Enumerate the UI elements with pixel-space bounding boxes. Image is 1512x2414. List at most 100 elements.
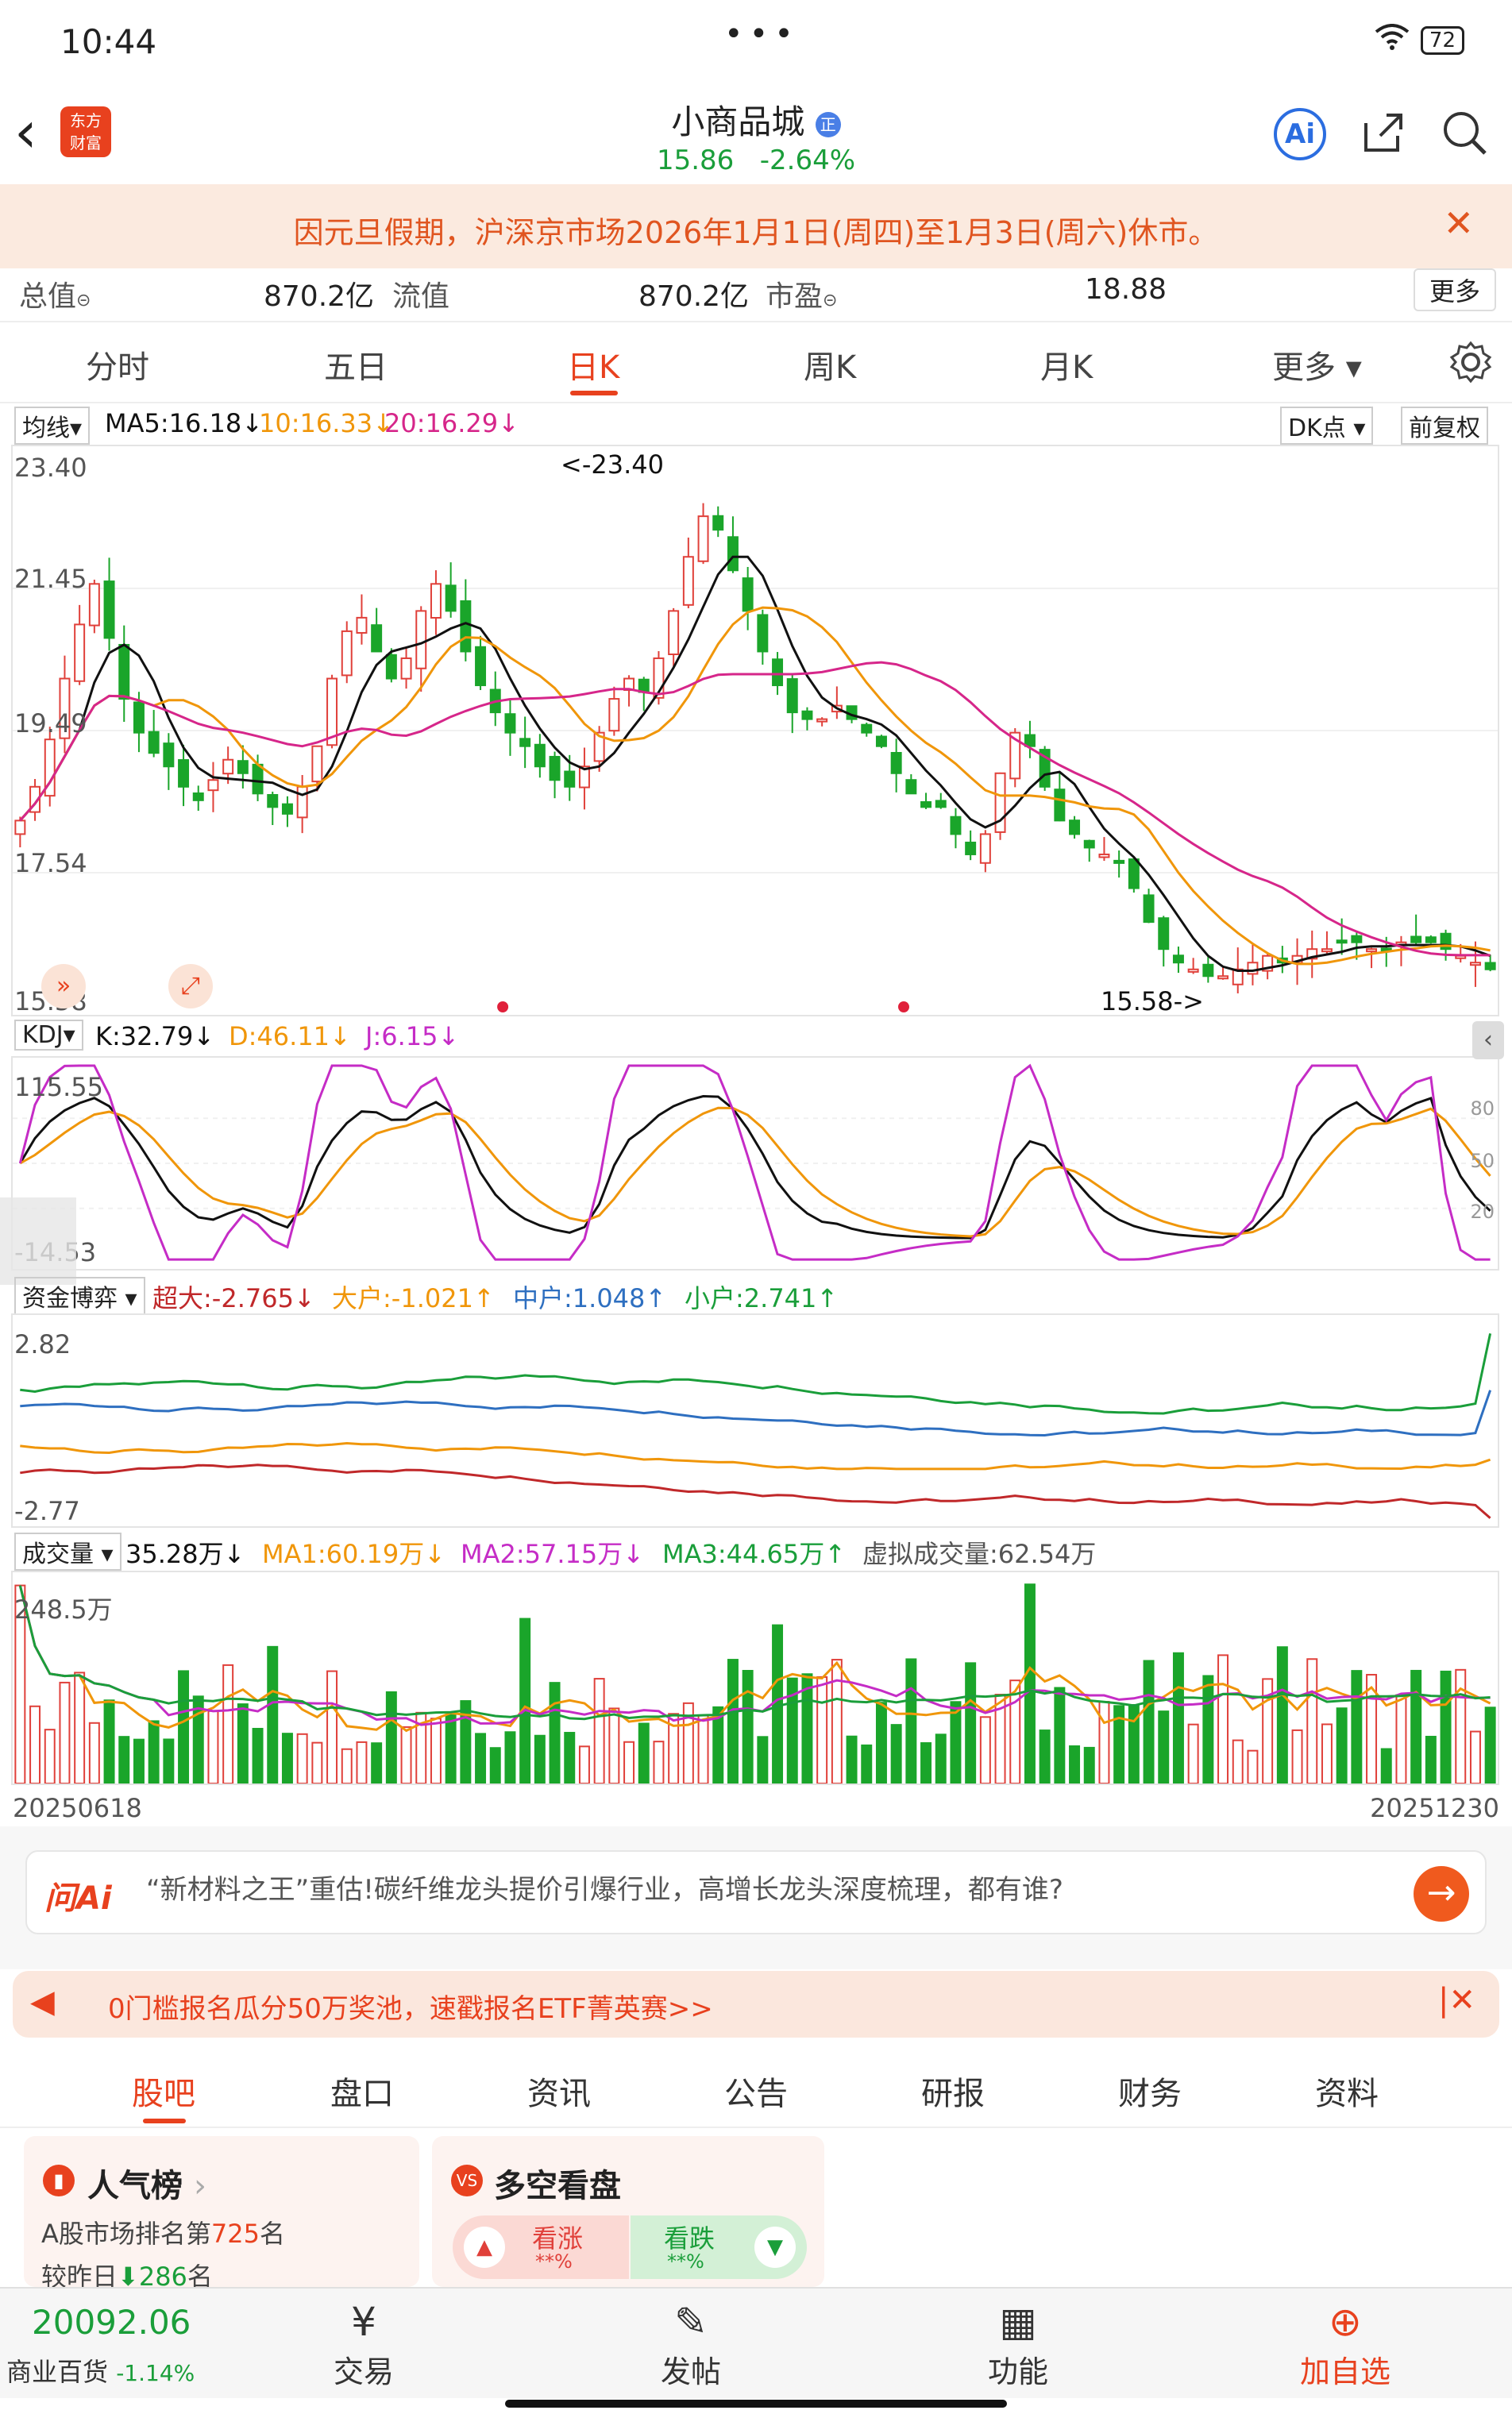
volume-bar [846,1735,858,1784]
trade-button[interactable]: ¥ 交易 [284,2296,443,2391]
holiday-notice: 因元旦假期，沪深京市场2026年1月1日(周四)至1月3日(周六)休市。 ✕ [0,184,1512,268]
long-short-card[interactable]: VS 多空看盘 ▲ 看涨 **% 看跌 **% ▼ [432,2136,824,2287]
content-tabs: 股吧 盘口 资讯 公告 研报 财务 资料 [0,2049,1512,2128]
battery-icon: 72 [1420,26,1464,55]
functions-button[interactable]: ▦ 功能 [939,2296,1097,2391]
metrics-row: 总值⊝ 870.2亿 流值 870.2亿 市盈⊝ 18.88 更多 [0,268,1512,322]
arrow-right-icon[interactable]: → [1414,1866,1469,1922]
dk-point-button[interactable]: DK点 ▾ [1280,407,1374,445]
event-marker [898,1001,909,1012]
expand-arrows-icon[interactable]: » [41,964,86,1008]
stock-change: -2.64% [759,145,856,176]
close-icon[interactable]: ✕ [1443,202,1474,245]
volume-bar [148,1720,160,1784]
volume-bar [935,1733,947,1784]
tab-profile[interactable]: 资料 [1315,2076,1379,2112]
candle [1366,948,1378,953]
more-dots-icon[interactable]: ••• [724,16,800,52]
volume-bar [222,1664,234,1785]
volume-bar [371,1742,383,1784]
adjust-button[interactable]: 前复权 [1401,407,1488,445]
candle [1143,894,1155,924]
volume-bar [29,1705,41,1785]
volume-bar [1202,1675,1214,1784]
volume-bar [1380,1748,1392,1785]
index-value[interactable]: 20092.06 [32,2303,191,2342]
etf-promo-banner[interactable]: ◀ 0门槛报名瓜分50万奖池，速戳报名ETF菁英赛>> |✕ [13,1971,1499,2038]
volume-bar [727,1659,739,1784]
kdj-chart[interactable]: 115.55 -14.53 80 50 20 [11,1056,1499,1271]
volume-bar [905,1658,917,1785]
tab-pankou[interactable]: 盘口 [330,2076,394,2112]
volume-bar [178,1670,190,1784]
ai-promo-card[interactable]: 问Ai “新材料之王”重估!碳纤维龙头提价引爆行业，高增长龙头深度梳理，都有谁?… [25,1850,1487,1934]
close-icon[interactable]: |✕ [1438,1982,1475,2019]
volume-bar [326,1670,338,1784]
candle [74,623,86,682]
volume-bar [697,1714,709,1784]
bearish-pct: **% [667,2250,704,2273]
bearish-label: 看跌 [664,2223,716,2254]
back-chevron-icon[interactable]: ‹ [14,98,37,165]
tab-guba[interactable]: 股吧 [132,2076,195,2112]
capital-chart[interactable]: 2.82 -2.77 [11,1313,1499,1528]
volume-bar [653,1741,665,1784]
candle [385,654,397,680]
candle [475,646,487,687]
candle [460,600,472,653]
volume-bar [757,1736,769,1784]
kdj-selector[interactable]: KDJ▾ [14,1020,83,1051]
candlestick-chart[interactable]: 23.40 21.45 19.49 17.54 15.58 <-23.40 15… [11,445,1499,1016]
ma-selector[interactable]: 均线▾ [14,407,91,445]
tab-research[interactable]: 研报 [921,2076,985,2112]
volume-bar [1410,1669,1422,1785]
candle [356,616,368,634]
collapse-panel-icon[interactable]: ‹ [1472,1021,1504,1059]
volume-bar [207,1710,219,1784]
bullish-button[interactable]: ▲ 看涨 **% [453,2215,629,2279]
side-handle[interactable] [0,1197,76,1285]
candle [965,841,977,855]
candle [712,515,724,531]
tab-news[interactable]: 资讯 [527,2076,591,2112]
bearish-button[interactable]: 看跌 **% ▼ [631,2215,807,2279]
capital-selector[interactable]: 资金博弈 ▾ [14,1277,145,1315]
search-icon[interactable] [1441,109,1488,160]
tab-finance[interactable]: 财务 [1118,2076,1182,2112]
volume-bar [742,1669,754,1784]
pe-label: 市盈⊝ [766,280,838,313]
volume-bar [1172,1652,1184,1784]
popularity-card[interactable]: ▮ 人气榜 › A股市场排名第725名 较昨日⬇286名 [24,2136,419,2292]
volume-bar [59,1681,71,1785]
volume-chart[interactable]: 248.5万 [11,1571,1499,1785]
settings-gear-icon[interactable] [1448,340,1493,388]
candle [1262,954,1274,972]
share-icon[interactable] [1360,109,1407,160]
volume-bar [920,1742,932,1785]
tab-daily-k[interactable]: 日K [567,349,620,386]
volume-bar [831,1659,843,1784]
high-label: <-23.40 [561,449,664,480]
candle [1069,819,1081,835]
post-button[interactable]: ✎ 发帖 [611,2296,770,2391]
volume-selector[interactable]: 成交量 ▾ [14,1533,122,1571]
more-metrics-button[interactable]: 更多 [1413,268,1496,311]
tab-monthly-k[interactable]: 月K [1040,349,1094,386]
volume-bar [1069,1745,1081,1784]
tab-five-day[interactable]: 五日 [324,349,388,386]
kdj-y-top: 115.55 [14,1072,103,1102]
ai-icon[interactable]: Ai [1274,108,1326,160]
plus-circle-icon: ⊕ [1329,2299,1362,2345]
tab-weekly-k[interactable]: 周K [804,349,857,386]
fullscreen-icon[interactable]: ⤢ [168,964,213,1008]
tab-intraday[interactable]: 分时 [86,349,149,386]
volume-ma1-line [18,1585,1491,1733]
volume-ma1: MA1:60.19万↓ [262,1539,446,1569]
tab-announcements[interactable]: 公告 [724,2076,788,2112]
volume-bar [341,1748,353,1785]
add-watchlist-button[interactable]: ⊕ 加自选 [1266,2296,1425,2391]
candle [950,816,962,835]
candle [608,698,620,732]
tab-more[interactable]: 更多 ▾ [1272,349,1362,386]
ai-brand: 问Ai [44,1880,112,1917]
